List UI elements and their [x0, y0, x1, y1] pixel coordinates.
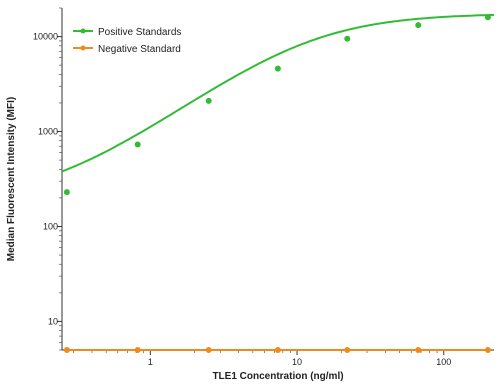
y-tick-label-1000: 1000	[38, 127, 58, 137]
point-positive	[134, 141, 141, 148]
x-tick-label-10: 10	[292, 357, 302, 367]
point-negative	[205, 347, 212, 353]
point-positive	[63, 189, 70, 196]
point-negative	[63, 347, 70, 353]
point-negative	[134, 347, 141, 353]
legend-item-negative: Negative Standard	[73, 44, 181, 55]
point-positive	[205, 97, 212, 104]
point-negative	[344, 347, 351, 353]
point-positive	[415, 22, 422, 29]
legend-marker-negative	[80, 45, 86, 51]
x-tick-label-1: 1	[148, 357, 153, 367]
legend-marker-positive	[80, 28, 86, 34]
point-positive	[484, 14, 491, 21]
y-tick-label-10000: 10000	[33, 32, 58, 42]
point-positive	[344, 35, 351, 42]
legend-label-positive: Positive Standards	[98, 27, 181, 38]
x-axis-title: TLE1 Concentration (ng/ml)	[212, 371, 343, 382]
point-negative	[274, 347, 281, 353]
y-tick-label-10: 10	[48, 316, 58, 326]
y-tick-label-100: 100	[43, 221, 58, 231]
legend: Positive Standards Negative Standard	[73, 27, 181, 55]
fit-curve-positive	[61, 13, 495, 173]
legend-label-negative: Negative Standard	[98, 44, 181, 55]
point-negative	[484, 347, 491, 353]
point-positive	[274, 65, 281, 72]
point-negative	[415, 347, 422, 353]
x-tick-label-100: 100	[436, 357, 451, 367]
y-axis-title: Median Fluorescent Intensity (MFI)	[6, 97, 17, 261]
legend-item-positive: Positive Standards	[73, 27, 181, 38]
